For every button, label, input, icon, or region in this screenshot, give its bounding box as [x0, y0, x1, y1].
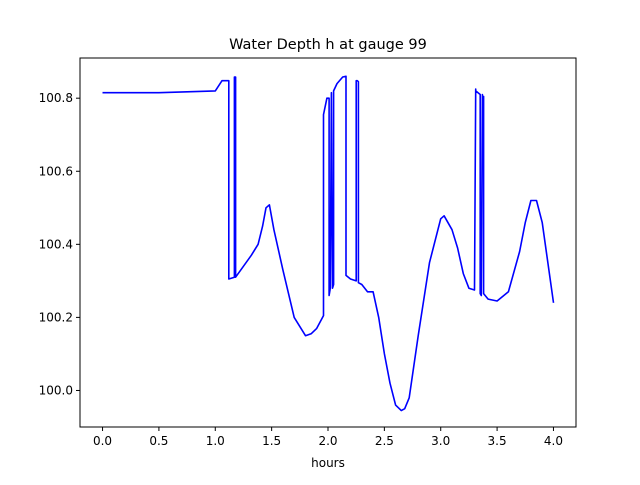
series-line [102, 75, 555, 412]
y-tick-label: 100.6 [39, 164, 73, 178]
axes-frame [79, 57, 577, 428]
x-axis-label: hours [311, 456, 345, 470]
y-tick-label: 100.0 [39, 383, 73, 397]
x-tick-label: 2.5 [375, 434, 394, 448]
x-tick-label: 4.0 [544, 434, 563, 448]
y-tick-label: 100.2 [39, 310, 73, 324]
x-tick-label: 0.0 [93, 434, 112, 448]
x-tick-label: 1.5 [262, 434, 281, 448]
y-tick-label: 100.8 [39, 91, 73, 105]
x-axis: 0.0 0.5 1.0 1.5 2.0 2.5 3.0 3.5 4.0 [93, 427, 563, 448]
y-tick-label: 100.4 [39, 237, 73, 251]
plot-area: 0.0 0.5 1.0 1.5 2.0 2.5 3.0 3.5 4.0 100.0100.210… [39, 57, 577, 448]
x-tick-label: 3.0 [431, 434, 450, 448]
x-tick-label: 3.5 [488, 434, 507, 448]
chart-title: Water Depth h at gauge 99 [229, 37, 427, 53]
x-tick-label: 2.0 [318, 434, 337, 448]
y-axis: 100.0 100.2 100.4 100.6 100.8 [39, 91, 80, 397]
series-layer [102, 75, 555, 412]
x-tick-label: 0.5 [149, 434, 168, 448]
x-tick-label: 1.0 [206, 434, 225, 448]
